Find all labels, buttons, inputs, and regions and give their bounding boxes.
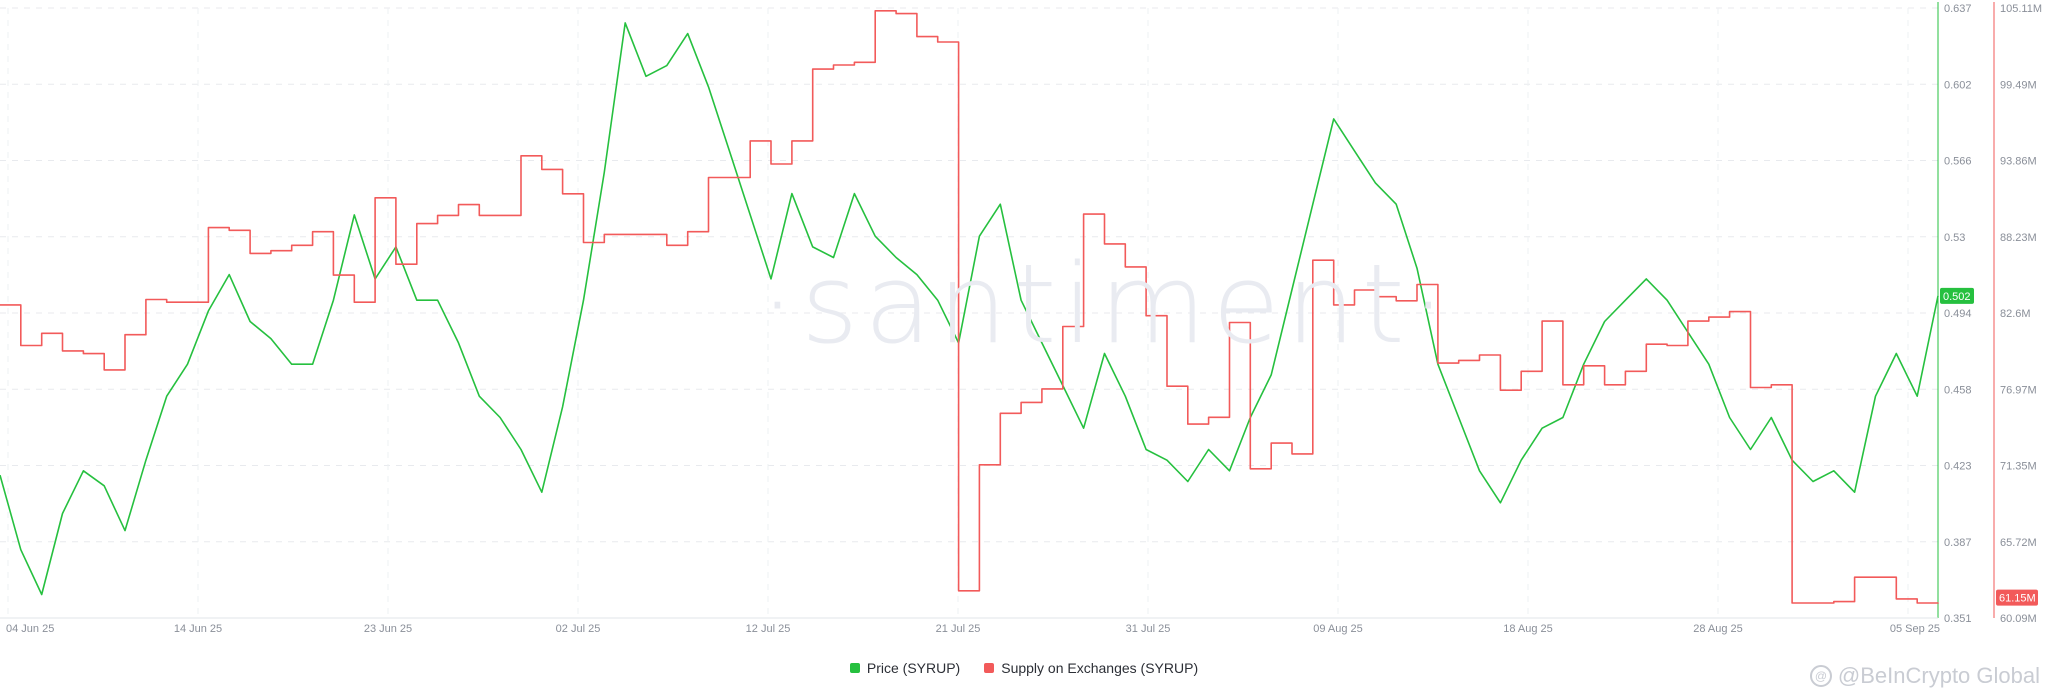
- y-right-tick-label: 76.97M: [2000, 384, 2037, 396]
- y-right-tick-label: 60.09M: [2000, 613, 2037, 625]
- y-right-tick-label: 71.35M: [2000, 461, 2037, 473]
- y-right-tick-label: 105.11M: [2000, 3, 2042, 15]
- y-left-tick-label: 0.351: [1944, 613, 1972, 625]
- y-left-tick-label: 0.423: [1944, 461, 1972, 473]
- label-layer: 0.502 61.15M: [1940, 287, 2038, 606]
- y-right-tick-label: 82.6M: [2000, 308, 2031, 320]
- y-right-tick-label: 99.49M: [2000, 79, 2037, 91]
- x-tick-label: 12 Jul 25: [746, 623, 791, 635]
- x-tick-label: 23 Jun 25: [364, 623, 412, 635]
- legend-label-price: Price (SYRUP): [866, 660, 961, 676]
- supply-current-badge: [1996, 589, 2038, 606]
- y-right-tick-label: 65.72M: [2000, 537, 2037, 549]
- price-current-badge: [1940, 287, 1974, 304]
- y-left-tick-label: 0.494: [1944, 308, 1972, 320]
- x-tick-label: 14 Jun 25: [174, 623, 222, 635]
- y-left-tick-label: 0.458: [1944, 384, 1972, 396]
- legend-swatch-supply: [984, 663, 995, 673]
- price-series-line: [0, 22, 1939, 596]
- y-left-tick-label: 0.637: [1944, 3, 1972, 15]
- x-tick-label: 02 Jul 25: [556, 623, 601, 635]
- x-tick-label: 09 Aug 25: [1313, 623, 1363, 635]
- x-tick-label: 05 Sep 25: [1890, 623, 1940, 635]
- grid-layer: [0, 7, 1938, 619]
- credit: @ @BeInCrypto Global: [1809, 663, 2040, 689]
- y-right-tick-label: 88.23M: [2000, 232, 2037, 244]
- price-current-label: 0.502: [1943, 291, 1971, 303]
- y-right-tick-label: 93.86M: [2000, 156, 2037, 168]
- credit-text: @BeInCrypto Global: [1837, 663, 2040, 688]
- supply-current-label: 61.15M: [1999, 593, 2036, 605]
- y-left-tick-label: 0.387: [1944, 537, 1972, 549]
- y-left-tick-label: 0.53: [1944, 232, 1965, 244]
- legend-item-supply[interactable]: Supply on Exchanges (SYRUP): [984, 660, 1198, 676]
- supply-series-line: [0, 10, 1939, 604]
- x-tick-label: 31 Jul 25: [1126, 623, 1171, 635]
- x-tick-label: 18 Aug 25: [1503, 623, 1553, 635]
- legend-swatch-price: [849, 663, 860, 673]
- legend-item-price[interactable]: Price (SYRUP): [849, 660, 961, 676]
- legend-label-supply: Supply on Exchanges (SYRUP): [1001, 660, 1199, 676]
- x-tick-label: 28 Aug 25: [1693, 623, 1743, 635]
- series-layer: [0, 10, 1939, 604]
- axis-layer: 0.6370.6020.5660.530.4940.4580.4230.3870…: [0, 2, 2042, 635]
- x-tick-label: 21 Jul 25: [936, 623, 981, 635]
- y-left-tick-label: 0.602: [1944, 79, 1972, 91]
- y-left-tick-label: 0.566: [1944, 156, 1972, 168]
- x-tick-label: 04 Jun 25: [6, 623, 54, 635]
- at-sign-icon: @: [1809, 665, 1832, 687]
- legend: Price (SYRUP) Supply on Exchanges (SYRUP…: [0, 657, 2048, 679]
